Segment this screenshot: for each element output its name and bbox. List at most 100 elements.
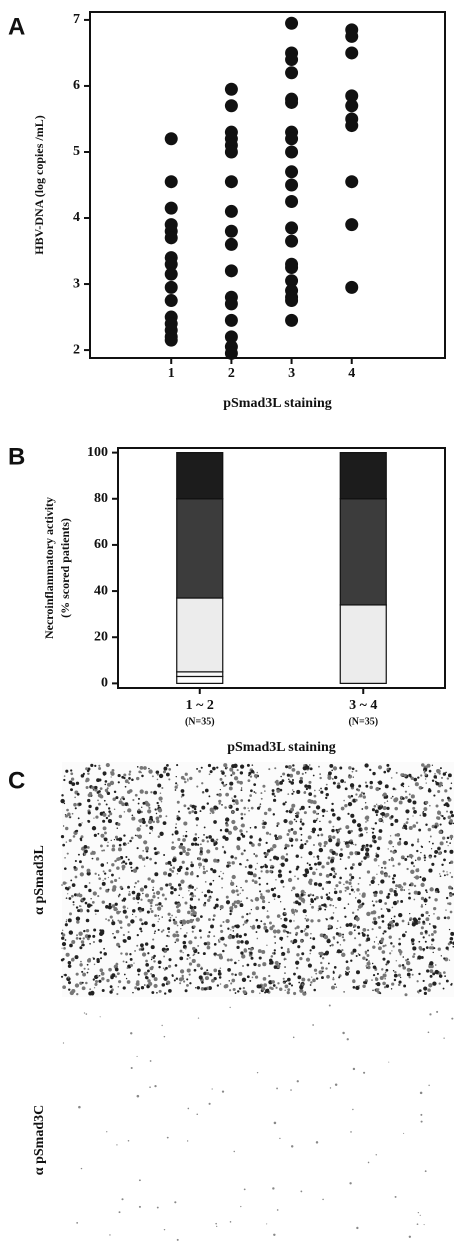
stain-dot bbox=[377, 805, 379, 807]
stain-dot bbox=[145, 791, 149, 795]
stain-dot bbox=[339, 881, 342, 884]
stain-dot bbox=[246, 831, 248, 833]
stain-dot bbox=[192, 959, 196, 963]
stain-dot bbox=[372, 828, 374, 830]
stain-dot bbox=[329, 873, 332, 876]
stain-dot bbox=[224, 784, 226, 786]
stain-dot bbox=[449, 894, 452, 897]
stain-dot bbox=[158, 805, 160, 807]
stain-dot bbox=[140, 766, 144, 770]
stain-dot bbox=[183, 835, 185, 837]
stain-dot bbox=[176, 938, 180, 942]
stain-dot bbox=[233, 988, 236, 991]
stain-dot bbox=[383, 806, 387, 810]
stain-dot bbox=[355, 844, 357, 846]
stain-dot bbox=[317, 919, 320, 922]
point bbox=[165, 268, 178, 281]
stain-dot bbox=[424, 770, 425, 771]
stain-dot bbox=[300, 939, 303, 942]
stain-dot bbox=[103, 813, 107, 817]
stain-dot bbox=[405, 809, 409, 813]
stain-dot bbox=[249, 871, 253, 875]
stain-dot bbox=[424, 854, 426, 856]
stain-dot bbox=[407, 973, 411, 977]
stain-dot bbox=[395, 834, 398, 837]
stain-dot bbox=[132, 914, 133, 915]
stain-dot bbox=[361, 808, 363, 810]
stain-dot bbox=[145, 942, 148, 945]
stain-dot bbox=[146, 850, 147, 851]
stain-dot bbox=[157, 897, 159, 899]
stain-dot bbox=[161, 1025, 162, 1026]
stain-dot bbox=[261, 987, 265, 991]
stain-dot bbox=[402, 920, 405, 923]
stain-dot bbox=[123, 834, 125, 836]
point bbox=[285, 179, 298, 192]
stain-dot bbox=[191, 894, 194, 897]
stain-dot bbox=[344, 804, 347, 807]
stain-dot bbox=[242, 835, 245, 838]
plot-frame bbox=[90, 12, 445, 358]
stain-dot bbox=[412, 824, 416, 828]
stain-dot bbox=[208, 795, 210, 797]
stain-dot bbox=[175, 789, 177, 791]
stain-dot bbox=[352, 863, 355, 866]
stain-dot bbox=[348, 931, 352, 935]
stain-dot bbox=[413, 865, 415, 867]
stain-dot bbox=[333, 875, 336, 878]
stain-dot bbox=[273, 1234, 275, 1236]
stain-dot bbox=[337, 830, 340, 833]
stain-dot bbox=[333, 938, 335, 940]
stain-dot bbox=[201, 981, 204, 984]
stain-dot bbox=[183, 980, 185, 982]
stain-dot bbox=[309, 879, 313, 883]
stain-dot bbox=[278, 869, 282, 873]
stain-dot bbox=[196, 888, 197, 889]
stain-dot bbox=[170, 864, 172, 866]
stain-dot bbox=[364, 846, 366, 848]
stain-dot bbox=[75, 830, 77, 832]
stain-dot bbox=[331, 770, 333, 772]
stain-dot bbox=[363, 792, 365, 794]
stain-dot bbox=[197, 945, 199, 947]
stain-dot bbox=[161, 905, 163, 907]
stain-dot bbox=[168, 778, 170, 780]
stain-dot bbox=[136, 777, 139, 780]
stain-dot bbox=[239, 781, 243, 785]
stain-dot bbox=[316, 813, 318, 815]
stain-dot bbox=[348, 882, 351, 885]
point bbox=[345, 99, 358, 112]
stain-dot bbox=[295, 821, 297, 823]
stain-dot bbox=[439, 830, 443, 834]
stain-dot bbox=[331, 803, 333, 805]
stain-dot bbox=[398, 943, 401, 946]
stain-dot bbox=[375, 822, 377, 824]
stain-dot bbox=[329, 917, 331, 919]
stain-dot bbox=[135, 882, 137, 884]
stain-dot bbox=[185, 871, 189, 875]
stain-dot bbox=[72, 883, 76, 887]
stain-dot bbox=[218, 793, 222, 797]
stain-dot bbox=[167, 1137, 169, 1139]
stain-dot bbox=[154, 852, 158, 856]
stain-dot bbox=[303, 764, 305, 766]
stain-dot bbox=[236, 808, 239, 811]
stain-dot bbox=[175, 832, 178, 835]
stain-dot bbox=[304, 791, 306, 793]
stain-dot bbox=[154, 1085, 156, 1087]
stain-dot bbox=[394, 875, 396, 877]
stain-dot bbox=[94, 987, 95, 988]
stain-dot bbox=[375, 978, 378, 981]
stain-dot bbox=[112, 888, 116, 892]
stain-dot bbox=[158, 929, 160, 931]
stain-dot bbox=[398, 974, 401, 977]
stain-dot bbox=[118, 895, 120, 897]
stain-dot bbox=[252, 977, 254, 979]
stain-dot bbox=[126, 961, 128, 963]
stain-dot bbox=[191, 861, 193, 863]
stain-dot bbox=[390, 823, 393, 826]
stain-dot bbox=[235, 992, 237, 994]
stain-dot bbox=[230, 855, 233, 858]
stain-dot bbox=[230, 910, 232, 912]
stain-dot bbox=[254, 791, 256, 793]
